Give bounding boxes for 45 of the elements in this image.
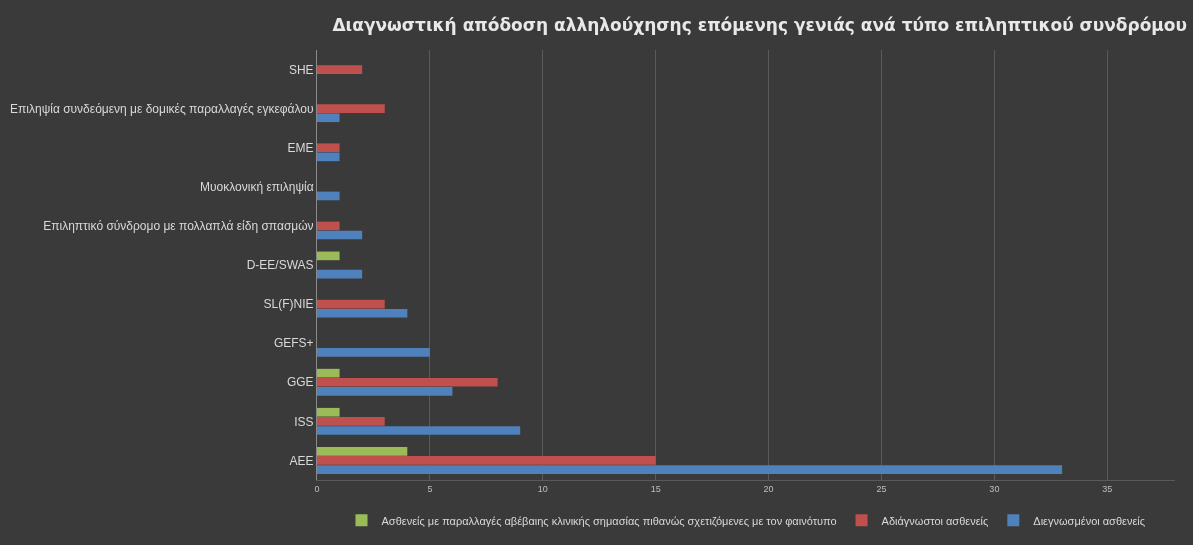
bar xyxy=(317,447,408,456)
bar xyxy=(317,377,498,387)
x-tick-label: 10 xyxy=(537,483,548,494)
bar xyxy=(317,251,340,261)
bar xyxy=(317,230,363,240)
y-tick-label: EME xyxy=(287,140,314,155)
x-tick-label: 20 xyxy=(763,483,774,494)
bar xyxy=(317,407,340,417)
y-tick-label: ISS xyxy=(294,414,314,429)
bar xyxy=(317,299,385,309)
bar xyxy=(317,65,363,74)
chart-title: Διαγνωστική απόδοση αλληλούχησης επόμενης γενιάς ανά τύπο επιληπτικού συνδρόμου xyxy=(332,14,1188,35)
bar xyxy=(317,191,340,201)
x-tick-label: 25 xyxy=(876,483,887,494)
bar xyxy=(317,113,340,123)
y-tick-label: Επιληπτικό σύνδρομο με πολλαπλά είδη σπασμών xyxy=(43,219,314,234)
bar xyxy=(317,308,408,318)
bar xyxy=(317,143,340,153)
legend-label: Αδιάγνωστοι ασθενείς xyxy=(881,514,989,527)
bar xyxy=(317,221,340,231)
y-tick-label: GEFS+ xyxy=(273,336,314,351)
x-tick-label: 5 xyxy=(427,483,433,494)
y-tick-label: D-EE/SWAS xyxy=(246,258,314,273)
x-tick-label: 15 xyxy=(650,483,661,494)
bar xyxy=(317,426,521,435)
bar xyxy=(317,368,340,378)
y-tick-label: SL(F)NIE xyxy=(263,297,314,312)
x-tick-label: 0 xyxy=(314,483,320,494)
bar xyxy=(317,152,340,162)
bar xyxy=(317,269,363,279)
bar xyxy=(317,465,1063,474)
bar xyxy=(317,456,656,465)
y-tick-label: Μυοκλονική επιληψία xyxy=(200,180,314,195)
legend-label: Διεγνωσμένοι ασθενείς xyxy=(1033,514,1146,527)
bar xyxy=(317,387,453,396)
y-tick-label: SHE xyxy=(288,62,314,77)
y-tick-label: Επιληψία συνδεόμενη με δομικές παραλλαγές εγκεφάλου xyxy=(10,101,314,116)
legend-label: Ασθενείς με παραλλαγές αβέβαιης κλινικής σημασίας πιθανώς σχετιζόμενες με τον φαινότυπο xyxy=(381,514,837,527)
x-tick-label: 35 xyxy=(1102,483,1113,494)
y-tick-label: GGE xyxy=(286,375,314,390)
bar xyxy=(317,417,385,426)
bar xyxy=(317,104,385,113)
bar xyxy=(317,347,430,357)
x-tick-label: 30 xyxy=(989,483,1000,494)
y-tick-label: AEE xyxy=(289,453,314,468)
